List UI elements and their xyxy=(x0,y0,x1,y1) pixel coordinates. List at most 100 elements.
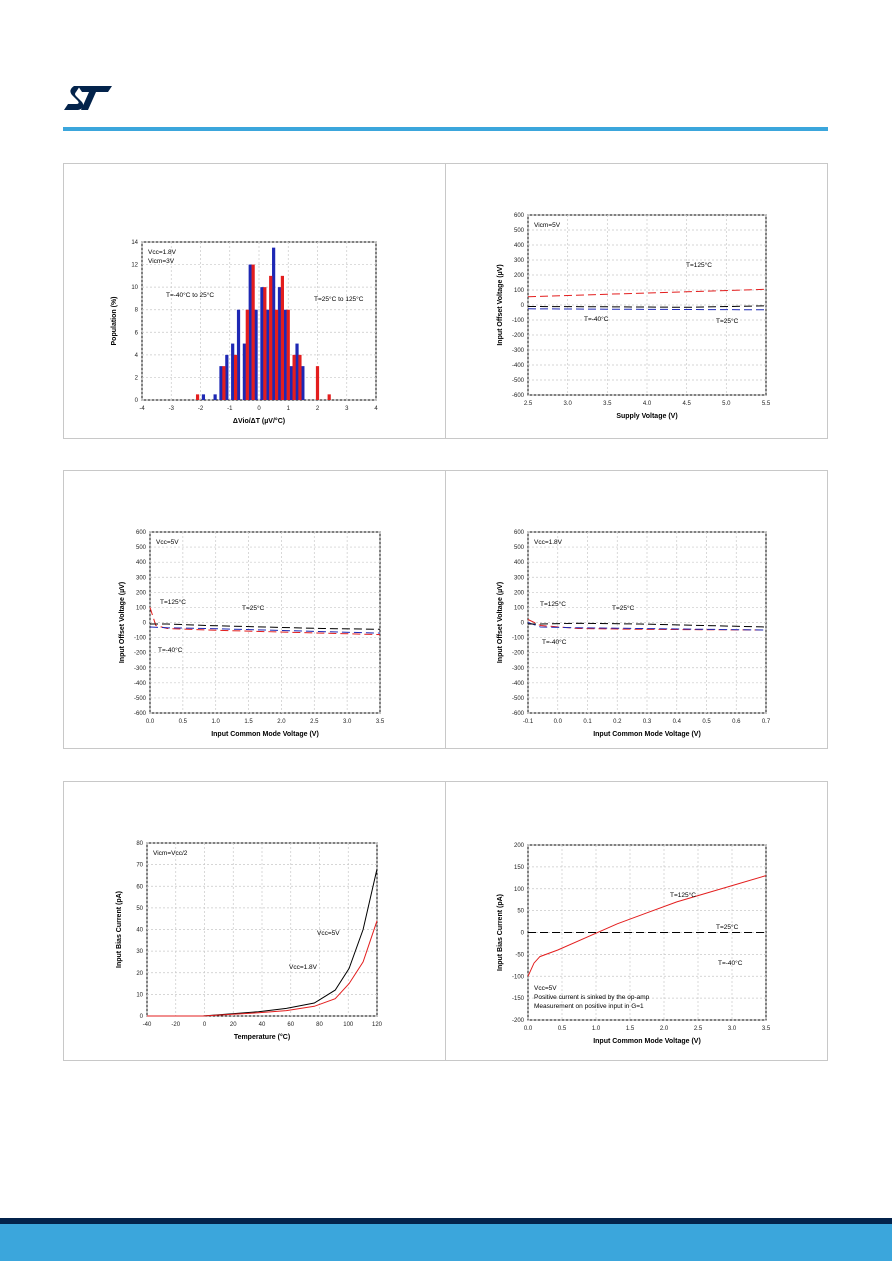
x-tick-label: 3.0 xyxy=(563,401,572,407)
x-tick-label: 5.0 xyxy=(722,401,731,407)
y-tick-label: -500 xyxy=(512,378,525,384)
y-tick-label: 0 xyxy=(521,303,525,309)
x-tick-label: 0.1 xyxy=(583,719,592,725)
y-tick-label: 500 xyxy=(136,545,147,551)
histogram-bar xyxy=(201,394,206,400)
y-axis-label: Input Bias Current (pA) xyxy=(497,894,504,971)
x-tick-label: 0 xyxy=(203,1022,207,1028)
y-tick-label: 200 xyxy=(136,590,147,596)
y-tick-label: 0 xyxy=(521,621,525,627)
y-tick-label: 70 xyxy=(136,863,143,869)
series-label: T=125°C xyxy=(540,600,566,608)
y-tick-label: -150 xyxy=(512,996,525,1002)
x-tick-label: 2.5 xyxy=(694,1026,703,1032)
series-label: T=25°C xyxy=(242,604,265,612)
histogram-bar xyxy=(254,309,258,400)
histogram-bar xyxy=(289,366,293,400)
histogram-bar xyxy=(298,354,302,400)
y-tick-label: 100 xyxy=(514,605,525,611)
histogram-bar xyxy=(260,287,264,400)
x-tick-label: 4 xyxy=(374,406,378,412)
y-tick-label: -500 xyxy=(134,696,147,702)
chart-panel-6: 0.0 0.5 1.0 1.5 2.0 2.5 3.0 3.5 -200 -150 -100 -50 0… xyxy=(445,781,828,1061)
y-tick-label: 4 xyxy=(135,353,139,359)
histogram-bar xyxy=(286,309,290,400)
y-tick-label: 50 xyxy=(517,909,524,915)
y-tick-label: -400 xyxy=(134,681,147,687)
x-axis-label: Input Common Mode Voltage (V) xyxy=(211,731,319,738)
y-tick-label: 14 xyxy=(131,240,138,246)
x-tick-label: -40 xyxy=(143,1022,152,1028)
histogram-bar xyxy=(242,343,246,400)
x-tick-label: 100 xyxy=(343,1022,354,1028)
y-tick-label: -100 xyxy=(512,318,525,324)
y-tick-label: 10 xyxy=(136,992,143,998)
x-axis-label: Input Common Mode Voltage (V) xyxy=(593,731,701,738)
y-tick-label: 200 xyxy=(514,273,525,279)
chart-note: Vicm=Vcc/2 xyxy=(153,850,188,857)
series-label: T=-40°C xyxy=(718,959,743,967)
x-tick-label: 0.5 xyxy=(558,1026,567,1032)
series-label: T=-40°C to 25°C xyxy=(166,291,214,299)
chart-iib-vs-temp: -40 -20 0 20 40 60 80 100 120 0 10 20 30 40 50 60 70 80 Te… xyxy=(116,841,383,1041)
y-tick-label: -50 xyxy=(515,952,524,958)
histogram-bar xyxy=(213,394,217,400)
chart-vio-vs-vcc: 2.5 3.0 3.5 4.0 4.5 5.0 5.5 -600 -500 -400 -300 -20… xyxy=(497,213,771,420)
series-label: T=25°C xyxy=(716,923,739,931)
histogram-bar xyxy=(195,394,200,400)
histogram-bar xyxy=(263,287,267,400)
chart-note: Vcc=1.8V xyxy=(534,539,563,546)
y-tick-label: -400 xyxy=(512,363,525,369)
x-tick-label: -2 xyxy=(198,406,204,412)
x-tick-label: 0.0 xyxy=(554,719,563,725)
x-tick-label: 1.0 xyxy=(212,719,221,725)
chart-iib-vs-vicm: 0.0 0.5 1.0 1.5 2.0 2.5 3.0 3.5 -200 -150 -100 -50 0… xyxy=(497,843,771,1045)
y-tick-label: -200 xyxy=(512,333,525,339)
histogram-bar xyxy=(219,366,223,400)
footer-bar-dark xyxy=(0,1218,892,1224)
x-tick-label: -20 xyxy=(171,1022,180,1028)
x-tick-label: 2.5 xyxy=(310,719,319,725)
y-tick-label: 8 xyxy=(135,308,139,314)
histogram-bar xyxy=(292,354,296,400)
series-line xyxy=(527,305,767,308)
y-tick-label: -300 xyxy=(134,666,147,672)
x-tick-label: -0.1 xyxy=(523,719,534,725)
series-label: T=25°C xyxy=(612,604,635,612)
chart-note: Measurement on positive input in G=1 xyxy=(534,1003,644,1010)
x-tick-label: 120 xyxy=(372,1022,383,1028)
x-tick-label: 80 xyxy=(316,1022,323,1028)
series-label: Vcc=5V xyxy=(317,930,340,937)
y-tick-label: 600 xyxy=(136,530,147,536)
chart-panel-3: 0.0 0.5 1.0 1.5 2.0 2.5 3.0 3.5 -600 -500 -400 -300… xyxy=(63,470,446,749)
chart-note: Vcc=1.8V xyxy=(148,249,177,256)
x-tick-label: 0.3 xyxy=(643,719,652,725)
series-label: T=25°C xyxy=(716,317,739,325)
y-tick-label: -200 xyxy=(134,651,147,657)
x-axis-label: Input Common Mode Voltage (V) xyxy=(593,1038,701,1045)
series-line xyxy=(149,607,381,636)
chart-note: Vicm=3V xyxy=(148,258,175,265)
chart-vio-vs-vicm-5v: 0.0 0.5 1.0 1.5 2.0 2.5 3.0 3.5 -600 -500 -400 -300… xyxy=(119,530,385,738)
y-tick-label: 60 xyxy=(136,884,143,890)
x-tick-label: 0.2 xyxy=(613,719,622,725)
histogram-bar xyxy=(225,354,229,400)
x-tick-label: 3.5 xyxy=(376,719,385,725)
x-tick-label: 4.5 xyxy=(682,401,691,407)
series-label: Vcc=1.8V xyxy=(289,964,318,971)
x-tick-label: 3.0 xyxy=(343,719,352,725)
series-line xyxy=(527,288,767,298)
x-axis-label: Supply Voltage (V) xyxy=(616,413,677,420)
y-tick-label: 80 xyxy=(136,841,143,847)
y-tick-label: -100 xyxy=(134,636,147,642)
histogram-bar xyxy=(280,275,284,400)
x-tick-label: 1.0 xyxy=(592,1026,601,1032)
y-tick-label: 500 xyxy=(514,228,525,234)
y-tick-label: 40 xyxy=(136,928,143,934)
plot-frame xyxy=(141,241,377,401)
histogram-bar xyxy=(277,287,282,400)
y-tick-label: -400 xyxy=(512,681,525,687)
series-line xyxy=(149,626,381,634)
x-tick-label: 1.5 xyxy=(626,1026,635,1032)
